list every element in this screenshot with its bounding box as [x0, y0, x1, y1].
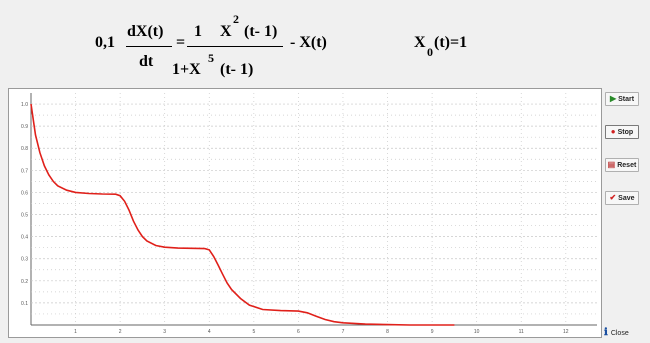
solution-curve: [30, 103, 455, 326]
x-tick-label: 7: [342, 329, 345, 335]
y-tick-label: 0.8: [21, 146, 28, 152]
equation-x-numerator: X: [220, 23, 232, 40]
y-tick-label: 1.0: [21, 102, 28, 108]
x-tick-label: 8: [386, 329, 389, 335]
stop-icon: ●: [610, 127, 616, 136]
stop-button[interactable]: ● Stop: [605, 125, 639, 139]
close-button-label: Close: [610, 329, 629, 337]
save-button[interactable]: ✔ Save: [605, 191, 639, 205]
equation-denominator-prefix: 1+X: [172, 61, 201, 78]
x-tick-label: 6: [297, 329, 300, 335]
y-tick-label: 0.5: [21, 213, 28, 219]
start-button-label: Start: [618, 95, 635, 103]
initial-condition-rest: (t)=1: [434, 34, 468, 51]
y-tick-label: 0.2: [21, 279, 28, 285]
x-tick-label: 4: [208, 329, 211, 335]
solution-chart: 0.10.20.30.40.50.60.70.80.91.01 2 3 4 5 6 7 8 9 1…: [21, 93, 597, 335]
reset-button[interactable]: ▤ Reset: [605, 158, 639, 172]
equation-minus-term: - X(t): [290, 34, 327, 51]
equation-coefficient: 0,1: [95, 34, 115, 51]
y-tick-label: 0.6: [21, 190, 28, 196]
equation-header: 0,1 dX(t) dt = 1 X 2 (t- 1) 1+X 5 (t- 1)…: [0, 0, 650, 88]
save-button-label: Save: [618, 194, 635, 202]
equation-exponent-bottom: 5: [208, 51, 214, 65]
equation-lag-top: (t- 1): [244, 23, 278, 40]
start-button[interactable]: ▶ Start: [605, 92, 639, 106]
info-icon: ℹ: [604, 327, 608, 338]
x-tick-label: 10: [474, 329, 480, 335]
y-tick-label: 0.1: [21, 301, 28, 307]
close-button[interactable]: ℹ Close: [604, 327, 629, 339]
x-tick-label: 2: [119, 329, 122, 335]
y-tick-label: 0.4: [21, 235, 28, 241]
equation-equals: =: [176, 34, 186, 51]
x-tick-label: 11: [519, 329, 524, 335]
y-tick-label: 0.9: [21, 124, 28, 130]
chart-panel: 0.1 0.2 0.3 0.4 0.5 0.6 0.7 0.8 0.9 1.0 1 2 3 4 5 6 7 8 9 1…: [8, 88, 602, 338]
y-tick-label: 0.3: [21, 257, 28, 263]
reset-icon: ▤: [607, 160, 616, 169]
check-icon: ✔: [609, 193, 617, 202]
x-tick-label: 5: [252, 329, 255, 335]
x-tick-label: 9: [431, 329, 434, 335]
equation-lag-bottom: (t- 1): [220, 61, 254, 78]
equation-one: 1: [194, 23, 202, 40]
x-tick-label: 3: [163, 329, 166, 335]
equation-derivative-numerator: dX(t): [127, 23, 164, 40]
main-fraction-line: [187, 46, 283, 47]
initial-condition-subscript: 0: [427, 45, 433, 59]
derivative-fraction-line: [126, 46, 172, 47]
x-tick-label: 1: [74, 329, 77, 335]
play-icon: ▶: [609, 94, 617, 103]
reset-button-label: Reset: [617, 161, 637, 169]
y-tick-label: 0.7: [21, 168, 28, 174]
equation-exponent-top: 2: [233, 12, 239, 26]
equation-derivative-denominator: dt: [139, 53, 154, 70]
initial-condition-x: X: [414, 34, 426, 51]
stop-button-label: Stop: [617, 128, 634, 136]
x-tick-label: 12: [563, 329, 569, 335]
